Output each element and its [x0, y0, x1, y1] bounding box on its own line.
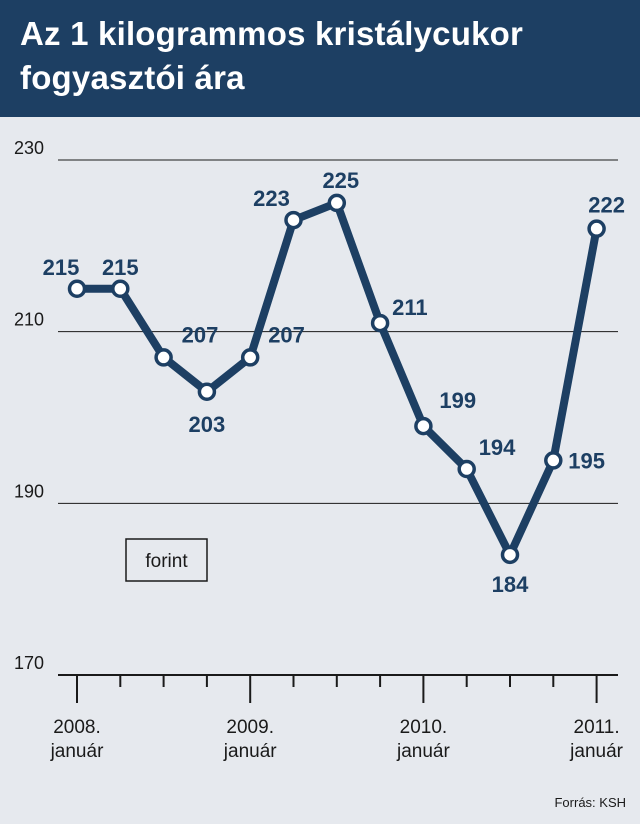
data-point — [67, 279, 87, 298]
data-point — [544, 451, 563, 470]
y-tick-label: 170 — [14, 653, 44, 673]
series-line — [73, 198, 601, 559]
data-point — [370, 313, 390, 333]
data-label: 203 — [189, 412, 226, 437]
x-tick-label-year: 2011. — [574, 717, 620, 738]
data-point — [154, 348, 173, 367]
data-label: 223 — [253, 186, 290, 211]
data-label: 199 — [439, 388, 476, 413]
data-label: 215 — [102, 255, 139, 280]
data-label: 207 — [268, 322, 305, 347]
data-point — [457, 459, 476, 479]
x-tick-label-month: január — [396, 741, 450, 762]
y-tick-label: 210 — [14, 310, 44, 330]
data-label: 211 — [392, 295, 428, 320]
data-point — [327, 193, 347, 213]
data-point — [587, 219, 606, 238]
x-tick-label-year: 2008. — [53, 717, 101, 738]
x-tick-label-month: január — [50, 741, 104, 762]
header: Az 1 kilogrammos kristálycukor fogyasztó… — [0, 0, 640, 117]
data-point — [111, 279, 130, 298]
data-label: 194 — [479, 435, 516, 460]
data-point — [197, 382, 217, 401]
y-tick-label: 190 — [14, 481, 44, 501]
chart-title: Az 1 kilogrammos kristálycukor fogyasztó… — [20, 15, 524, 96]
data-point — [500, 545, 520, 565]
x-tick-label-year: 2009. — [226, 717, 274, 738]
data-label: 195 — [568, 448, 605, 473]
x-tick-label-year: 2010. — [400, 717, 448, 738]
data-point — [414, 416, 433, 436]
unit-box — [125, 538, 208, 582]
unit-label: forint — [145, 551, 188, 572]
x-tick-label-month: január — [223, 741, 277, 762]
x-tick-label-month: január — [569, 741, 623, 762]
data-label: 225 — [322, 168, 359, 193]
data-label: 222 — [588, 193, 625, 218]
y-tick-label: 230 — [14, 138, 44, 158]
data-label: 207 — [182, 322, 219, 347]
data-label: 215 — [43, 255, 80, 280]
source-note: Forrás: KSH — [554, 795, 626, 810]
data-label: 184 — [492, 572, 529, 597]
data-point — [284, 210, 303, 230]
data-point — [240, 348, 260, 367]
line-chart: 170 190 210 230 2008. január 2009. január 2010. j… — [14, 138, 625, 762]
